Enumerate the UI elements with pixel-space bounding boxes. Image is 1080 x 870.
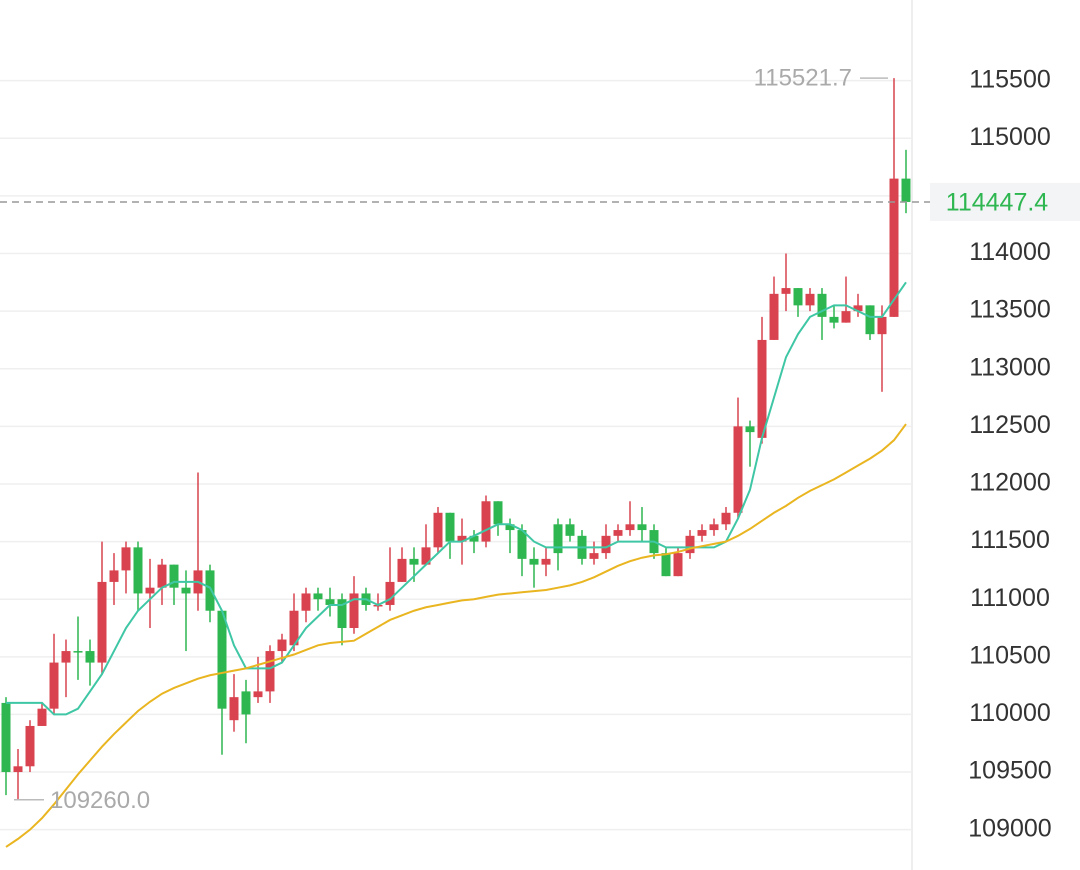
candle-body <box>421 547 431 565</box>
low-label: 109260.0 <box>50 787 150 814</box>
y-tick-label: 109500 <box>968 757 1051 785</box>
candle-body <box>877 316 887 335</box>
candle-body <box>637 524 647 531</box>
candle-body <box>901 178 911 202</box>
candle-body <box>541 558 551 565</box>
candle-body <box>61 651 71 663</box>
candle-body <box>721 512 731 525</box>
candle-body <box>661 553 671 577</box>
candle-body <box>325 599 335 605</box>
y-tick-label: 111000 <box>970 584 1050 612</box>
candle-body <box>793 288 803 306</box>
candle-body <box>37 708 47 726</box>
candle-body <box>217 610 227 709</box>
candle-body <box>13 766 23 773</box>
candle-body <box>265 651 275 692</box>
candle-body <box>337 599 347 629</box>
candle-body <box>277 639 287 652</box>
candle-body <box>1 702 11 773</box>
candle-body <box>673 553 683 577</box>
candle-body <box>805 293 815 306</box>
candle-body <box>205 570 215 611</box>
candle-body <box>841 311 851 323</box>
y-tick-label: 113500 <box>969 296 1051 324</box>
last-price-box <box>930 182 1080 221</box>
y-tick-label: 115000 <box>969 123 1051 151</box>
candle-body <box>181 587 191 594</box>
candle-body <box>301 593 311 611</box>
candle-body <box>253 691 263 698</box>
candle-body <box>757 339 767 438</box>
candle-body <box>145 587 155 594</box>
candle-body <box>601 535 611 554</box>
candle-body <box>769 293 779 340</box>
candle-body <box>397 558 407 582</box>
candle-body <box>445 512 455 542</box>
candle-body <box>469 535 479 542</box>
candle-body <box>829 316 839 323</box>
last-price-label: 114447.4 <box>946 189 1049 217</box>
y-tick-label: 112000 <box>969 469 1051 497</box>
y-tick-label: 115500 <box>969 65 1051 93</box>
candle-body <box>685 535 695 554</box>
candle-body <box>313 593 323 600</box>
candle-body <box>733 426 743 513</box>
candle-body <box>865 305 875 335</box>
candle-body <box>625 524 635 531</box>
y-tick-label: 113000 <box>969 353 1051 381</box>
candle-body <box>289 610 299 646</box>
candle-body <box>109 570 119 582</box>
candle-body <box>457 535 467 542</box>
candle-body <box>85 651 95 663</box>
candle-body <box>589 553 599 559</box>
candle-body <box>817 293 827 317</box>
y-tick-label: 114000 <box>969 238 1051 266</box>
y-tick-label: 109000 <box>968 814 1051 842</box>
candle-body <box>889 178 899 317</box>
candle-body <box>565 524 575 536</box>
candle-body <box>241 691 251 715</box>
candle-body <box>49 662 59 709</box>
candle-body <box>745 426 755 433</box>
candle-body <box>25 725 35 767</box>
candle-body <box>529 558 539 565</box>
moving-average-line <box>5 423 907 848</box>
candle-body <box>229 697 239 721</box>
candle-body <box>505 524 515 531</box>
y-tick-label: 111500 <box>970 526 1050 554</box>
candle-body <box>493 501 503 525</box>
y-tick-label: 110500 <box>969 641 1051 669</box>
candle-body <box>97 581 107 663</box>
y-tick-label: 112500 <box>969 411 1051 439</box>
high-label: 115521.7 <box>754 65 852 92</box>
candle-body <box>481 501 491 542</box>
y-tick-label: 110000 <box>969 699 1051 727</box>
candle-body <box>73 651 83 653</box>
candle-body <box>853 305 863 312</box>
candle-body <box>709 524 719 531</box>
candle-body <box>517 530 527 559</box>
candle-body <box>385 581 395 605</box>
candle-body <box>133 547 143 594</box>
candle-body <box>349 593 359 629</box>
candle-body <box>121 547 131 571</box>
moving-average-line <box>6 281 907 716</box>
candle-body <box>697 530 707 536</box>
candle-body <box>553 524 563 554</box>
candle-body <box>169 564 179 588</box>
candle-body <box>613 530 623 536</box>
candle-body <box>409 558 419 565</box>
candle-body <box>433 512 443 548</box>
candle-body <box>157 564 167 588</box>
candle-body <box>781 288 791 294</box>
